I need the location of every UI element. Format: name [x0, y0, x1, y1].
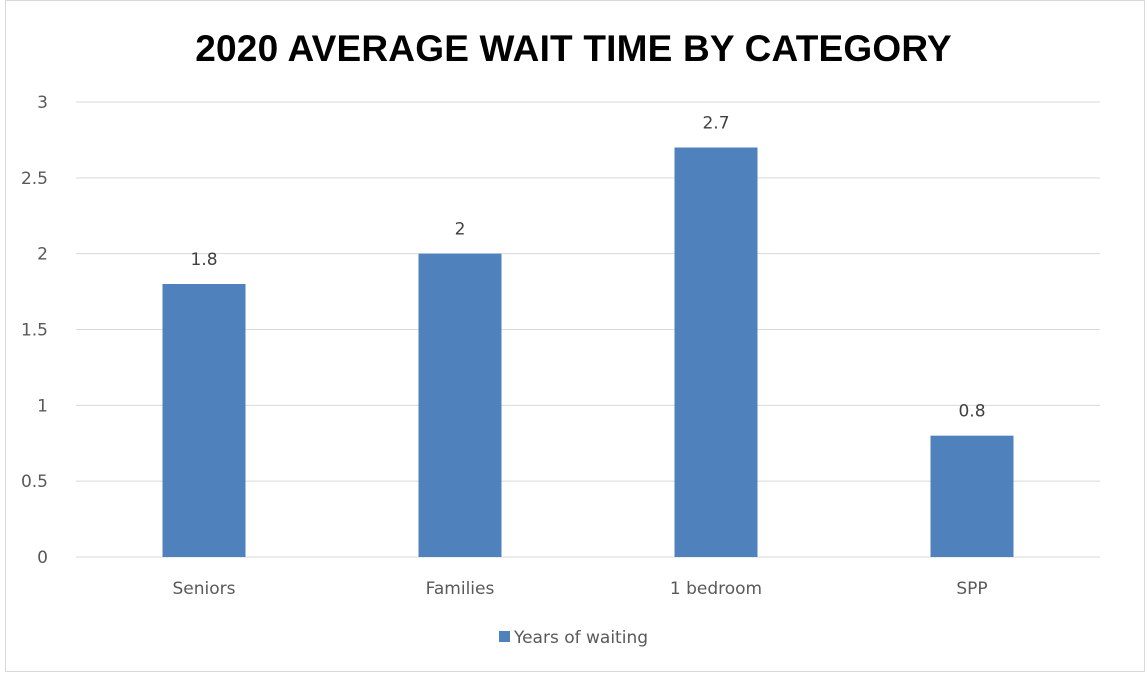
bar — [930, 435, 1014, 557]
y-axis-ticks: 0 0.5 1 1.5 2 2.5 3 — [21, 93, 48, 568]
bar — [418, 253, 502, 557]
data-label: 2 — [455, 220, 466, 240]
y-tick-label: 0 — [37, 548, 48, 568]
bar — [674, 147, 758, 557]
legend-label: Years of waiting — [513, 628, 649, 648]
x-category-label: Families — [426, 579, 495, 599]
legend: Years of waiting — [0, 628, 1147, 648]
y-tick-label: 0.5 — [21, 472, 48, 492]
bars — [162, 147, 1014, 557]
x-category-label: 1 bedroom — [670, 579, 762, 599]
y-tick-label: 1 — [37, 396, 48, 416]
data-label: 0.8 — [958, 402, 985, 422]
y-tick-label: 2 — [37, 245, 48, 265]
y-tick-label: 2.5 — [21, 169, 48, 189]
y-tick-label: 1.5 — [21, 321, 48, 341]
x-category-label: SPP — [956, 579, 987, 599]
data-label: 1.8 — [190, 250, 217, 270]
x-axis-labels: Seniors Families 1 bedroom SPP — [173, 579, 988, 599]
legend-swatch — [498, 630, 510, 642]
chart-title: 2020 AVERAGE WAIT TIME BY CATEGORY — [195, 28, 952, 69]
y-tick-label: 3 — [37, 93, 48, 113]
bar — [162, 284, 246, 557]
data-label: 2.7 — [702, 114, 729, 134]
data-labels: 1.8 2 2.7 0.8 — [190, 114, 985, 422]
gridlines — [76, 101, 1100, 558]
x-category-label: Seniors — [173, 579, 236, 599]
